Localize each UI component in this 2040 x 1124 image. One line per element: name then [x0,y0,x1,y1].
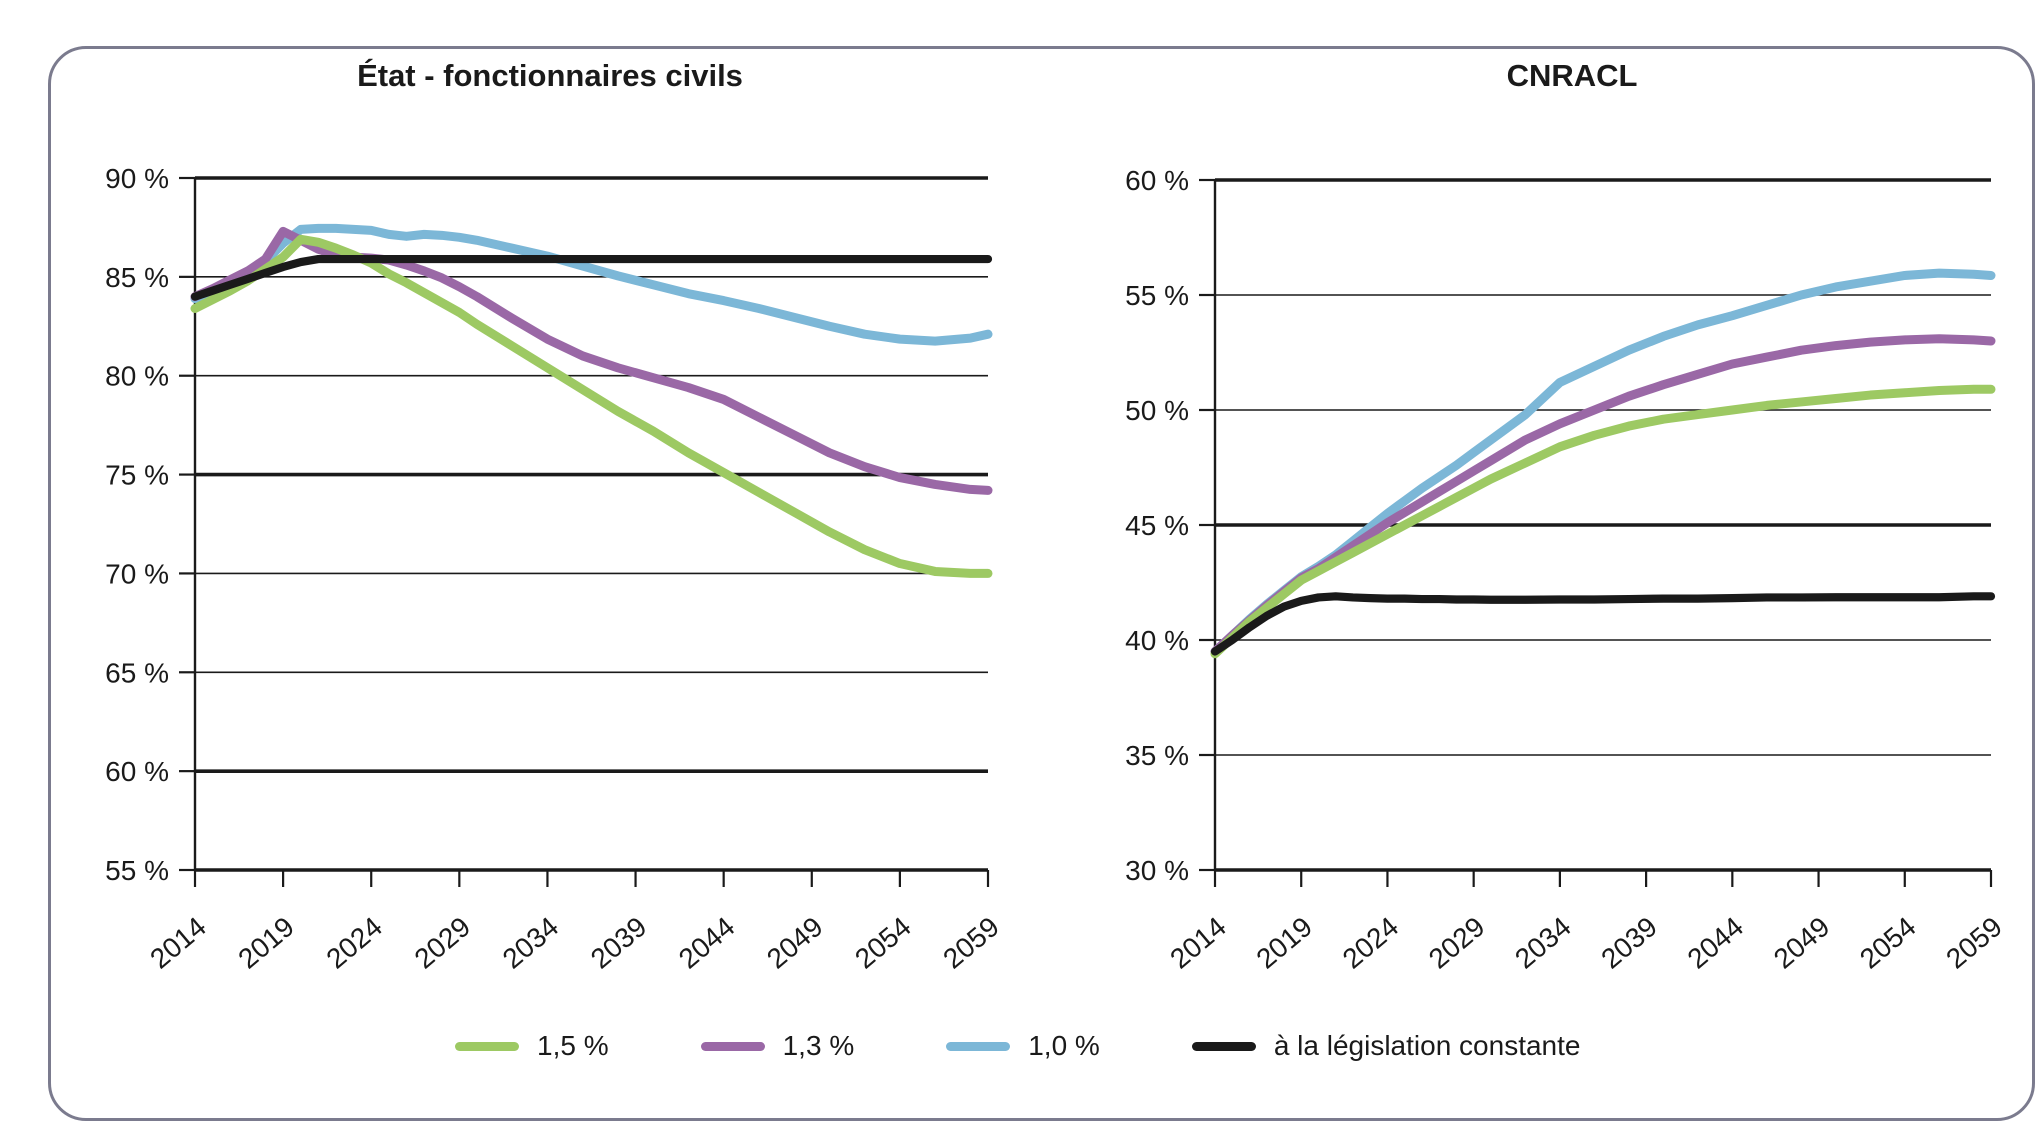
right-chart-title: CNRACL [1506,58,1638,93]
x-tick-label: 2039 [1595,911,1663,975]
y-tick-label: 75 % [105,460,169,491]
legend-item-3: à la législation constante [1191,1030,1581,1062]
x-tick-label: 2034 [1509,911,1577,975]
left-chart: 90 % 85 % 80 % 75 % 70 % 65 % 60 % 55 % 2014 2019… [105,163,1005,975]
x-tick-label: 2034 [497,911,565,975]
y-tick-label: 30 % [1125,855,1189,886]
legend-item-1: 1,3 % [700,1030,855,1062]
x-tick-label: 2029 [1423,911,1491,975]
y-tick-label: 40 % [1125,625,1189,656]
y-tick-label: 60 % [105,756,169,787]
y-tick-label: 65 % [105,657,169,688]
series-line-1-0- [190,223,993,346]
x-tick-label: 2044 [673,911,741,975]
figure-border-frame [48,46,2035,1121]
y-tick-label: 50 % [1125,395,1189,426]
y-tick-label: 35 % [1125,740,1189,771]
legend-label: 1,5 % [537,1030,609,1061]
legend-swatch-icon [1191,1041,1256,1051]
y-tick-label: 55 % [105,855,169,886]
legend-label: 1,3 % [782,1030,855,1061]
legend-label: 1,0 % [1028,1030,1100,1061]
x-tick-label: 2014 [1164,911,1232,975]
series-line-1-5- [190,234,993,578]
chart-legend: 1,5 % 1,3 % 1,0 % à la législation constant… [455,1030,1580,1062]
legend-item-2: 1,0 % [946,1030,1100,1062]
legend-label: à la législation constante [1273,1030,1581,1061]
x-tick-label: 2024 [1337,911,1405,975]
legend-swatch-icon [946,1041,1011,1051]
series-line-1-5- [1210,384,1996,659]
y-tick-label: 45 % [1125,510,1189,541]
x-tick-label: 2059 [1940,911,2008,975]
x-tick-label: 2054 [1854,911,1922,975]
x-tick-label: 2044 [1682,911,1750,975]
x-tick-label: 2019 [232,911,300,975]
y-tick-label: 60 % [1125,165,1189,196]
series-line-à-la-législation-constante [190,254,993,301]
legend-swatch-icon [700,1041,765,1051]
series-line-à-la-législation-constante [1210,592,1996,656]
right-chart: 60 % 55 % 50 % 45 % 40 % 35 % 30 % 2014 2019 2024… [1125,165,2008,975]
x-tick-label: 2049 [761,911,829,975]
x-tick-label: 2054 [849,911,917,975]
series-line-1-3- [1210,334,1996,656]
legend-swatch-icon [455,1041,519,1051]
y-tick-label: 70 % [105,558,169,589]
x-tick-label: 2024 [320,911,388,975]
y-tick-label: 80 % [105,361,169,392]
x-tick-label: 2019 [1250,911,1318,975]
legend-item-0: 1,5 % [455,1030,609,1062]
series-line-1-3- [190,226,993,495]
x-tick-label: 2029 [409,911,477,975]
y-tick-label: 55 % [1125,280,1189,311]
x-tick-label: 2014 [144,911,212,975]
x-tick-label: 2039 [585,911,653,975]
y-tick-label: 85 % [105,262,169,293]
x-tick-label: 2049 [1768,911,1836,975]
left-chart-title: État - fonctionnaires civils [357,58,743,93]
x-tick-label: 2059 [937,911,1005,975]
y-tick-label: 90 % [105,163,169,194]
